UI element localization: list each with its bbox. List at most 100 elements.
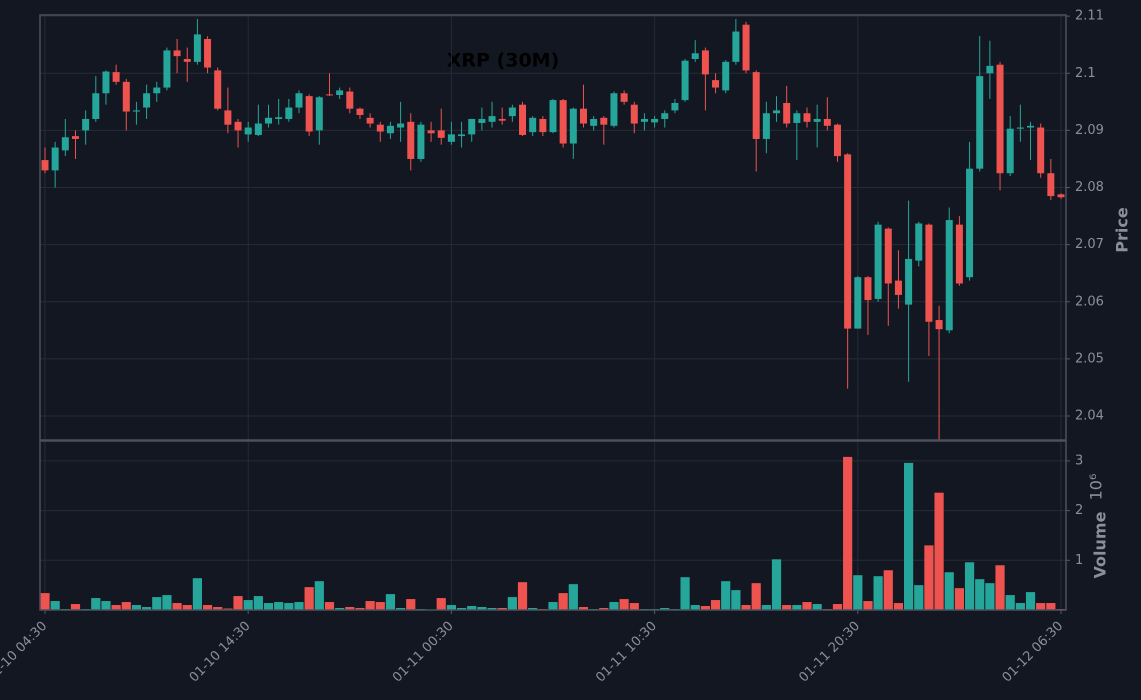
candle-body bbox=[559, 100, 567, 144]
volume-bar bbox=[893, 603, 904, 610]
candle-body bbox=[285, 107, 293, 119]
y-tick-label: 2.1 bbox=[1075, 66, 1096, 81]
volume-bar bbox=[497, 608, 507, 610]
candle-body bbox=[265, 117, 273, 124]
volume-bar bbox=[324, 602, 335, 610]
candle-body bbox=[183, 58, 191, 62]
y-tick-label: 2.09 bbox=[1075, 123, 1104, 138]
candle-body bbox=[386, 125, 394, 134]
candle-body bbox=[295, 93, 303, 108]
volume-bar bbox=[456, 608, 467, 610]
candle-body bbox=[925, 224, 933, 322]
volume-bar bbox=[111, 605, 121, 610]
volume-bar bbox=[1025, 592, 1036, 610]
volume-bar bbox=[904, 462, 914, 610]
volume-bar bbox=[985, 583, 995, 610]
candle-body bbox=[905, 258, 913, 305]
volume-bar bbox=[802, 602, 812, 610]
volume-bar bbox=[355, 608, 365, 610]
volume-bar bbox=[202, 605, 213, 610]
candle-body bbox=[874, 224, 882, 299]
candle-body bbox=[224, 110, 232, 125]
volume-bar bbox=[731, 590, 741, 610]
candle-body bbox=[376, 124, 384, 132]
candle-body bbox=[996, 64, 1004, 174]
volume-bar bbox=[91, 598, 101, 610]
candle-body bbox=[894, 280, 902, 295]
volume-bar bbox=[335, 608, 345, 610]
volume-bar bbox=[619, 599, 629, 610]
candle-body bbox=[783, 102, 791, 124]
candle-body bbox=[966, 168, 974, 278]
candle-body bbox=[132, 110, 140, 112]
candle-body bbox=[163, 50, 171, 88]
volume-bar bbox=[294, 602, 304, 610]
volume-bar bbox=[741, 605, 751, 610]
y-tick-label: 2 bbox=[1075, 503, 1083, 518]
volume-bar bbox=[233, 596, 243, 610]
candle-body bbox=[346, 91, 354, 109]
volume-bar bbox=[274, 602, 284, 610]
volume-bar bbox=[528, 608, 538, 610]
candle-body bbox=[549, 100, 557, 133]
volume-bar bbox=[192, 578, 202, 610]
volume-bar bbox=[487, 608, 497, 610]
volume-bar bbox=[50, 601, 60, 610]
candle-body bbox=[356, 108, 364, 115]
volume-bar bbox=[700, 606, 710, 610]
volume-bar bbox=[914, 585, 924, 610]
candle-body bbox=[315, 97, 323, 131]
volume-bar bbox=[548, 602, 558, 610]
candle-body bbox=[915, 223, 923, 261]
volume-bar bbox=[1036, 603, 1046, 610]
volume-frame bbox=[39, 440, 1067, 611]
candle-body bbox=[173, 50, 181, 57]
candle-body bbox=[732, 31, 740, 62]
candle-body bbox=[600, 117, 608, 125]
candle-body bbox=[51, 147, 59, 171]
candle-body bbox=[254, 123, 262, 135]
volume-bar bbox=[284, 603, 294, 610]
volume-bar bbox=[263, 603, 274, 610]
candle-body bbox=[986, 65, 994, 74]
candle-body bbox=[407, 121, 415, 159]
candle-body bbox=[1006, 128, 1014, 174]
candle-body bbox=[935, 320, 943, 330]
candle-body bbox=[823, 118, 831, 126]
volume-bar bbox=[467, 606, 477, 610]
candle-body bbox=[884, 228, 892, 284]
candle-body bbox=[427, 130, 435, 134]
volume-bar bbox=[721, 581, 731, 610]
volume-bar bbox=[436, 598, 446, 610]
candle-body bbox=[478, 118, 486, 123]
volume-bar bbox=[121, 602, 131, 610]
volume-bar bbox=[873, 576, 883, 610]
volume-bar bbox=[70, 604, 81, 610]
candle-body bbox=[437, 130, 445, 138]
volume-bar bbox=[172, 603, 182, 610]
candle-body bbox=[529, 117, 537, 133]
candle-body bbox=[854, 277, 862, 329]
candle-body bbox=[458, 134, 466, 137]
volume-bar bbox=[1005, 595, 1015, 610]
candle-body bbox=[244, 127, 252, 135]
volume-bar bbox=[954, 588, 964, 610]
candle-body bbox=[193, 34, 201, 62]
volume-bar bbox=[396, 608, 406, 610]
volume-bar bbox=[131, 605, 142, 610]
volume-bar bbox=[609, 602, 619, 610]
candle-body bbox=[214, 70, 222, 109]
candle-body bbox=[1057, 194, 1065, 198]
volume-bar bbox=[660, 608, 670, 610]
volume-bar bbox=[944, 572, 954, 610]
volume-bar bbox=[832, 604, 843, 610]
volume-bar bbox=[243, 600, 253, 610]
volume-bar bbox=[812, 604, 822, 610]
volume-bar bbox=[964, 562, 975, 610]
candle-body bbox=[793, 113, 801, 123]
y-tick-label: 2.08 bbox=[1075, 180, 1104, 195]
candle-body bbox=[122, 81, 130, 112]
y-tick-label: 2.11 bbox=[1075, 9, 1104, 24]
candle-body bbox=[325, 94, 333, 96]
